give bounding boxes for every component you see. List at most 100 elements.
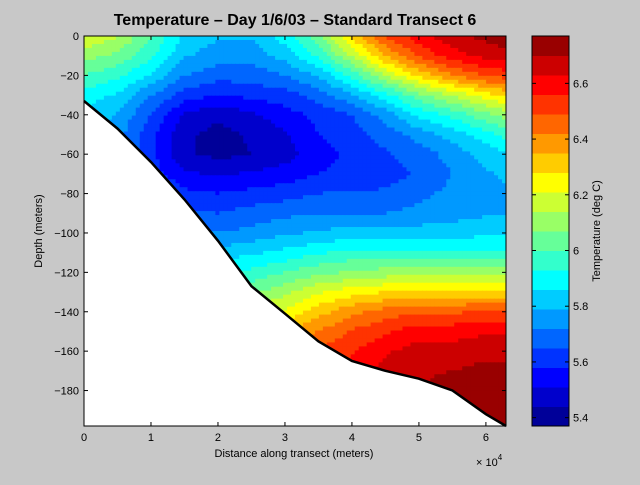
contour-cell <box>410 43 416 49</box>
contour-cell <box>167 67 173 73</box>
contour-cell <box>494 127 499 133</box>
contour-cell <box>203 43 209 49</box>
contour-cell <box>223 71 228 77</box>
contour-cell <box>179 159 185 164</box>
contour-cell <box>358 39 364 45</box>
contour-cell <box>402 139 408 145</box>
contour-cell <box>462 87 467 93</box>
contour-cell <box>466 199 471 204</box>
contour-cell <box>255 111 260 117</box>
contour-cell <box>235 71 240 77</box>
contour-cell <box>358 83 364 89</box>
contour-cell <box>458 219 463 224</box>
contour-cell <box>123 67 129 73</box>
contour-cell <box>426 219 431 224</box>
contour-cell <box>183 39 189 45</box>
contour-cell <box>498 207 503 212</box>
contour-cell <box>235 51 240 57</box>
contour-cell <box>426 103 431 109</box>
contour-cell <box>263 215 268 220</box>
contour-cell <box>394 143 400 149</box>
contour-cell <box>215 103 220 109</box>
contour-cell <box>346 147 352 153</box>
contour-cell <box>151 143 157 149</box>
contour-cell <box>338 143 344 149</box>
contour-cell <box>450 159 455 164</box>
contour-cell <box>426 175 431 180</box>
contour-cell <box>191 163 197 168</box>
contour-cell <box>231 135 236 141</box>
contour-cell <box>302 179 308 184</box>
contour-cell <box>183 87 189 93</box>
contour-cell <box>406 75 412 81</box>
contour-cell <box>298 79 304 85</box>
contour-cell <box>378 36 384 41</box>
contour-cell <box>498 135 503 141</box>
contour-cell <box>490 87 495 93</box>
contour-cell <box>275 75 280 81</box>
contour-cell <box>211 51 216 57</box>
contour-cell <box>318 215 324 220</box>
contour-cell <box>390 107 396 113</box>
contour-cell <box>434 203 439 208</box>
contour-cell <box>410 107 416 113</box>
contour-cell <box>87 51 93 57</box>
contour-cell <box>478 187 483 192</box>
contour-cell <box>462 219 467 224</box>
contour-cell <box>199 87 205 93</box>
contour-cell <box>119 119 125 125</box>
contour-cell <box>243 99 248 105</box>
contour-cell <box>398 175 404 180</box>
contour-cell <box>342 159 348 164</box>
contour-cell <box>502 103 506 109</box>
contour-cell <box>446 179 451 184</box>
contour-cell <box>386 203 392 208</box>
contour-cell <box>498 191 503 196</box>
contour-cell <box>283 155 288 160</box>
contour-cell <box>247 203 252 208</box>
contour-cell <box>271 151 276 156</box>
contour-cell <box>111 55 117 61</box>
contour-cell <box>84 39 89 45</box>
contour-cell <box>410 143 416 149</box>
contour-cell <box>358 167 364 172</box>
contour-cell <box>263 163 268 168</box>
contour-cell <box>227 107 232 113</box>
contour-cell <box>390 219 396 224</box>
contour-cell <box>362 107 368 113</box>
contour-cell <box>486 51 491 57</box>
contour-cell <box>494 167 499 172</box>
contour-cell <box>474 195 479 200</box>
contour-cell <box>247 131 252 137</box>
contour-cell <box>426 95 431 101</box>
contour-cell <box>227 151 232 156</box>
contour-cell <box>195 75 201 81</box>
contour-cell <box>482 67 487 73</box>
contour-cell <box>414 211 420 216</box>
contour-cell <box>310 111 316 117</box>
contour-cell <box>302 135 308 141</box>
contour-cell <box>402 171 408 176</box>
contour-cell <box>402 175 408 180</box>
contour-cell <box>219 111 224 117</box>
contour-cell <box>390 127 396 133</box>
contour-cell <box>155 143 161 149</box>
contour-cell <box>402 203 408 208</box>
contour-cell <box>291 211 296 216</box>
contour-cell <box>139 135 145 141</box>
contour-cell <box>155 139 161 145</box>
contour-cell <box>458 183 463 188</box>
contour-cell <box>223 103 228 109</box>
contour-cell <box>390 47 396 53</box>
contour-cell <box>235 147 240 153</box>
contour-cell <box>442 191 447 196</box>
contour-cell <box>302 139 308 145</box>
contour-cell <box>187 131 193 137</box>
contour-cell <box>302 159 308 164</box>
contour-cell <box>171 47 177 53</box>
contour-cell <box>458 143 463 149</box>
contour-cell <box>442 179 447 184</box>
contour-cell <box>227 143 232 149</box>
contour-cell <box>322 155 328 160</box>
contour-cell <box>418 211 423 216</box>
